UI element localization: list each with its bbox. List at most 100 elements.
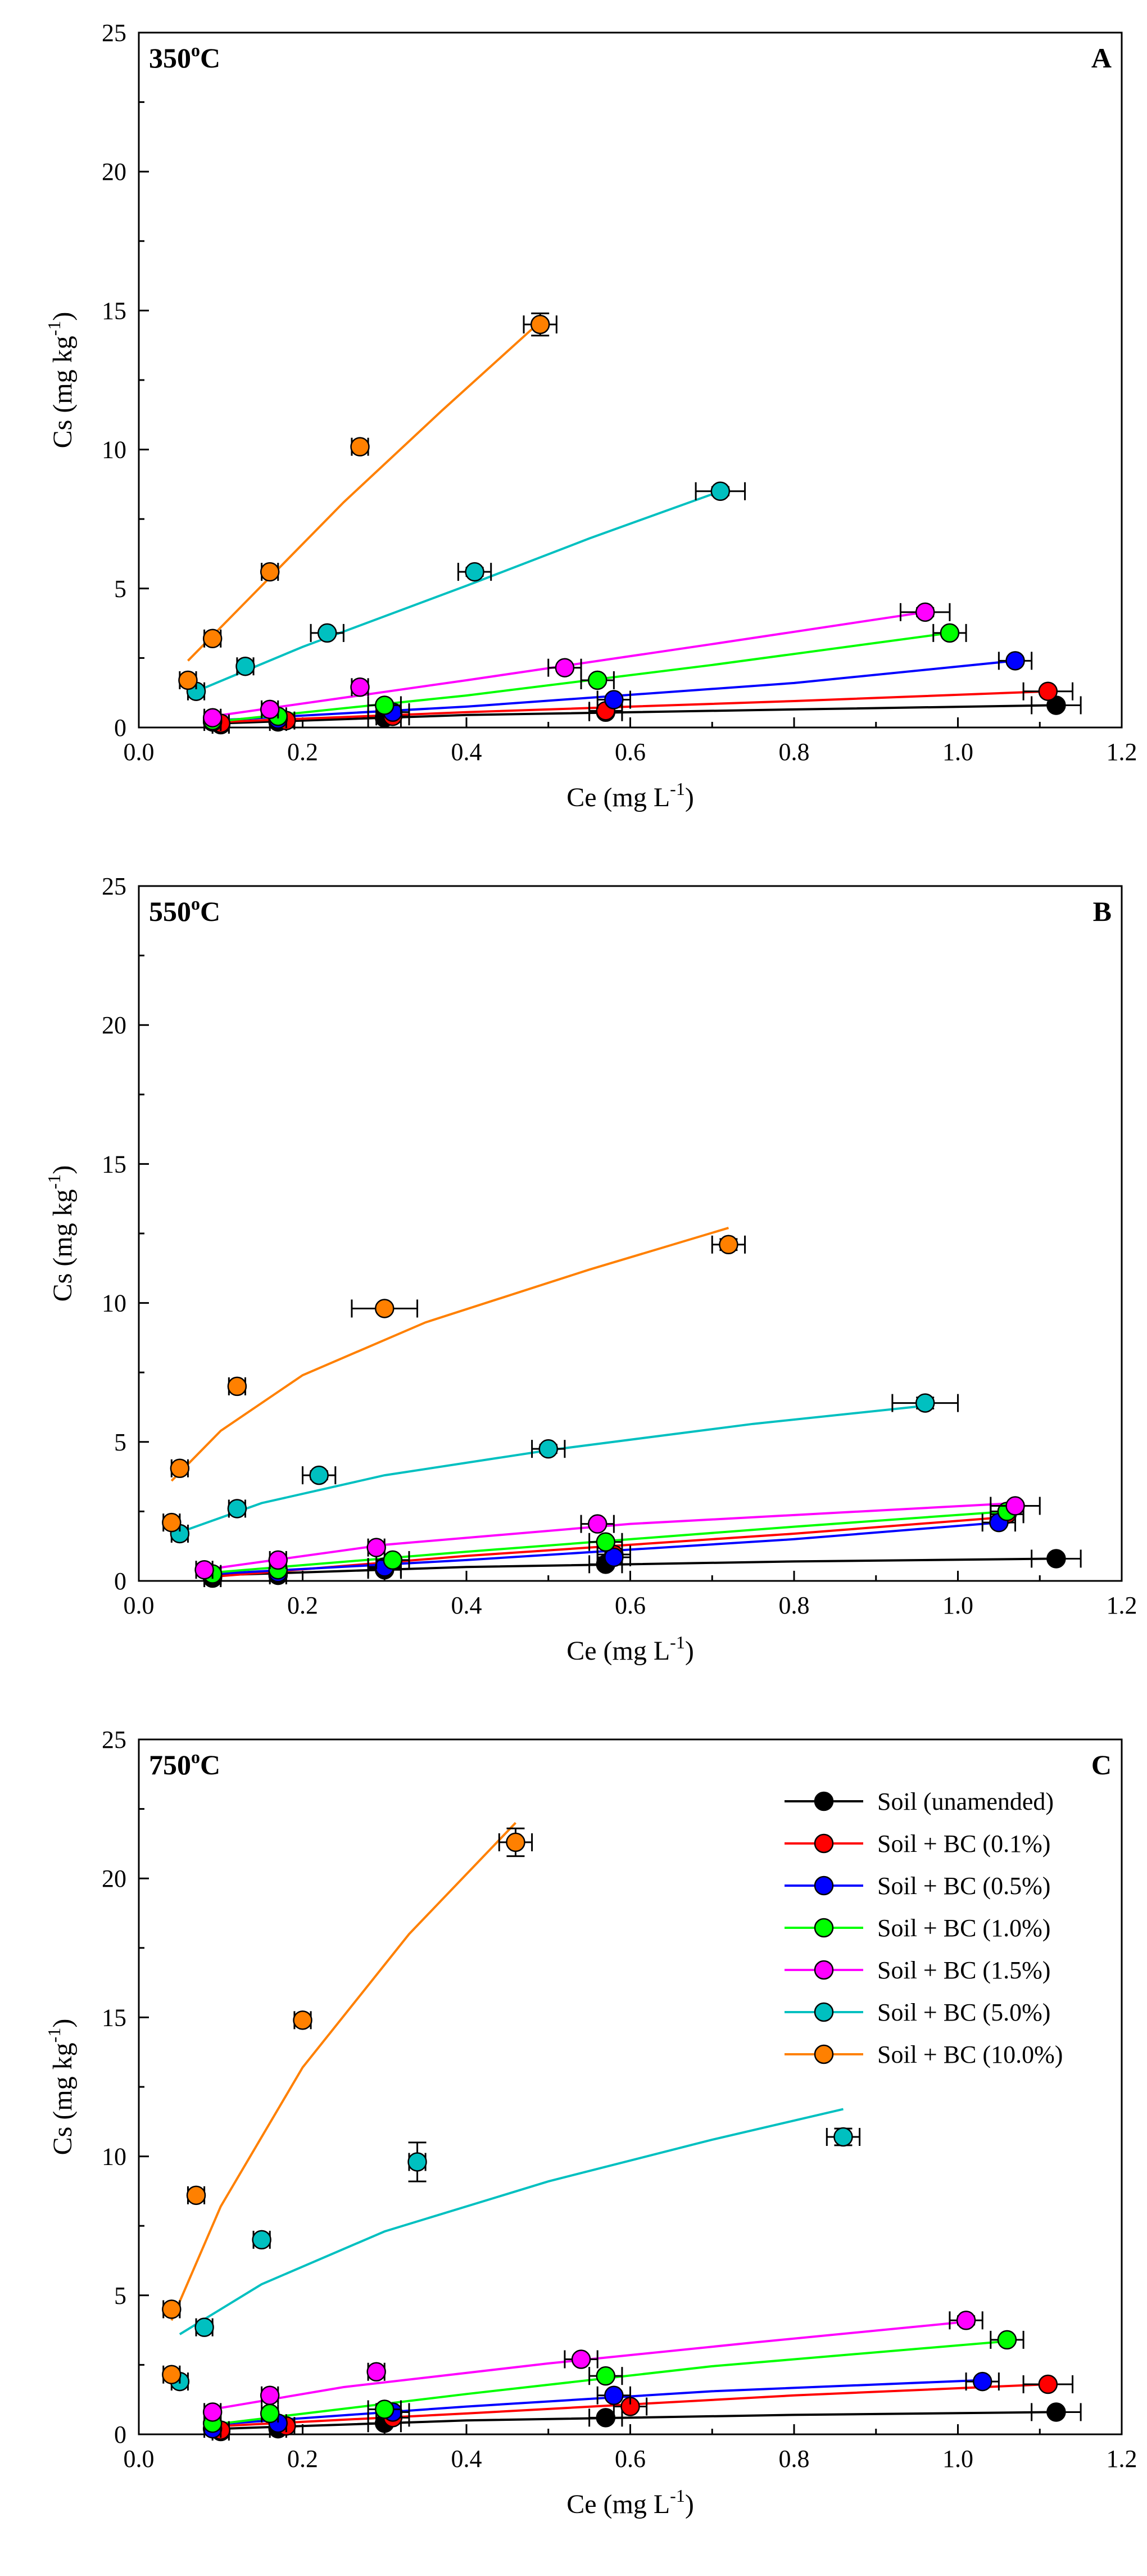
x-tick-label: 0.8 (779, 1592, 810, 1619)
y-tick-label: 25 (102, 1726, 126, 1754)
x-axis-title-superscript: -1 (670, 1632, 685, 1652)
x-tick-label: 0.2 (287, 2445, 318, 2473)
x-tick-label: 0.2 (287, 1592, 318, 1619)
panel-temperature-label: 350oC (149, 40, 220, 74)
data-point (538, 1439, 558, 1459)
y-axis-title-superscript: -1 (44, 2028, 64, 2043)
data-point (260, 2385, 280, 2406)
data-point (383, 1550, 403, 1570)
x-tick-label: 0.0 (124, 2445, 155, 2473)
y-tick-label: 20 (102, 1011, 126, 1039)
data-point (1046, 2402, 1066, 2422)
x-tick-label: 1.0 (942, 2445, 973, 2473)
x-tick-label: 1.2 (1107, 2445, 1137, 2473)
x-tick-label: 0.4 (451, 1592, 482, 1619)
fit-line (212, 1510, 1008, 1574)
data-point (268, 1550, 288, 1570)
data-point (587, 1514, 607, 1534)
y-tick-label: 10 (102, 2143, 126, 2171)
data-point (587, 670, 607, 690)
x-tick-label: 0.2 (287, 738, 318, 766)
data-point (350, 437, 370, 457)
legend-marker (814, 1918, 834, 1938)
data-point (1046, 1549, 1066, 1569)
data-point (604, 1547, 624, 1567)
fit-line (170, 1822, 516, 2321)
data-point (604, 690, 624, 709)
x-tick-label: 0.0 (124, 1592, 155, 1619)
x-tick-label: 1.2 (1107, 738, 1137, 766)
data-point (202, 708, 223, 727)
data-point (202, 629, 223, 649)
legend-marker (814, 2044, 834, 2064)
legend-entry-label: Soil + BC (0.1%) (877, 1830, 1050, 1858)
data-point (178, 670, 198, 690)
y-tick-label: 15 (102, 1150, 126, 1178)
data-point (260, 699, 280, 720)
panel-letter: B (1093, 896, 1112, 927)
data-point (309, 1465, 329, 1485)
legend: Soil (unamended) Soil + BC (0.1%) Soil + B… (785, 1788, 1063, 2068)
legend-marker (814, 1791, 834, 1811)
y-tick-label: 0 (114, 714, 126, 742)
x-tick-label: 0.6 (615, 2445, 646, 2473)
y-tick-label: 0 (114, 2421, 126, 2448)
data-point (170, 1458, 190, 1479)
x-tick-label: 0.4 (451, 738, 482, 766)
legend-marker (814, 1875, 834, 1896)
data-point (260, 562, 280, 582)
data-point (260, 2403, 280, 2424)
data-point (596, 2366, 616, 2386)
x-tick-label: 1.0 (942, 738, 973, 766)
data-point (1005, 651, 1025, 671)
y-tick-label: 5 (114, 575, 126, 603)
y-tick-label: 15 (102, 297, 126, 324)
data-point (186, 2185, 206, 2206)
y-axis-title-superscript: -1 (44, 1174, 64, 1190)
panel-temperature-label: 750oC (149, 1747, 220, 1780)
fit-line (220, 704, 1057, 725)
data-point (997, 2330, 1017, 2350)
legend-entry-label: Soil + BC (10.0%) (877, 2041, 1063, 2068)
legend-marker (814, 2002, 834, 2022)
y-tick-label: 10 (102, 436, 126, 464)
x-tick-label: 0.8 (779, 738, 810, 766)
y-tick-label: 5 (114, 1429, 126, 1456)
x-tick-label: 0.6 (615, 1592, 646, 1619)
data-point (915, 602, 935, 622)
y-axis-title: Cs (mg kg-1) (44, 2019, 78, 2155)
data-point (465, 562, 484, 582)
x-axis-title-superscript: -1 (670, 779, 685, 799)
y-axis-title-end: ) (48, 312, 78, 321)
x-tick-label: 0.6 (615, 738, 646, 766)
data-point (1038, 681, 1058, 701)
data-point (375, 2399, 395, 2419)
data-point (530, 314, 550, 335)
fit-line (212, 611, 926, 718)
panel-temperature-degree: o (191, 1747, 200, 1767)
data-point (375, 695, 395, 715)
data-point (972, 2371, 992, 2392)
x-tick-label: 1.2 (1107, 1592, 1137, 1619)
data-point (596, 2408, 616, 2428)
data-point (506, 1832, 525, 1852)
chart-panel-c: 0.0 0.2 0.4 0.6 0.8 1.0 1.2 0 5 10 15 20 25 Ce (mg L-… (44, 1726, 1137, 2519)
data-point (915, 1393, 935, 1413)
data-point (1005, 1496, 1025, 1516)
data-point (194, 2317, 214, 2337)
data-point (162, 2299, 182, 2319)
y-axis-title-superscript: -1 (44, 321, 64, 336)
data-point (227, 1499, 247, 1519)
data-point (293, 2010, 312, 2030)
legend-entry-label: Soil + BC (1.5%) (877, 1956, 1050, 1984)
y-tick-label: 5 (114, 2282, 126, 2310)
fit-line (212, 2379, 983, 2426)
legend-entry-label: Soil + BC (5.0%) (877, 1999, 1050, 2026)
data-point (555, 658, 575, 677)
fit-line (196, 490, 721, 693)
data-point (710, 481, 731, 501)
y-axis-title-end: ) (48, 1165, 78, 1174)
data-point (596, 1532, 616, 1552)
y-tick-label: 0 (114, 1567, 126, 1595)
